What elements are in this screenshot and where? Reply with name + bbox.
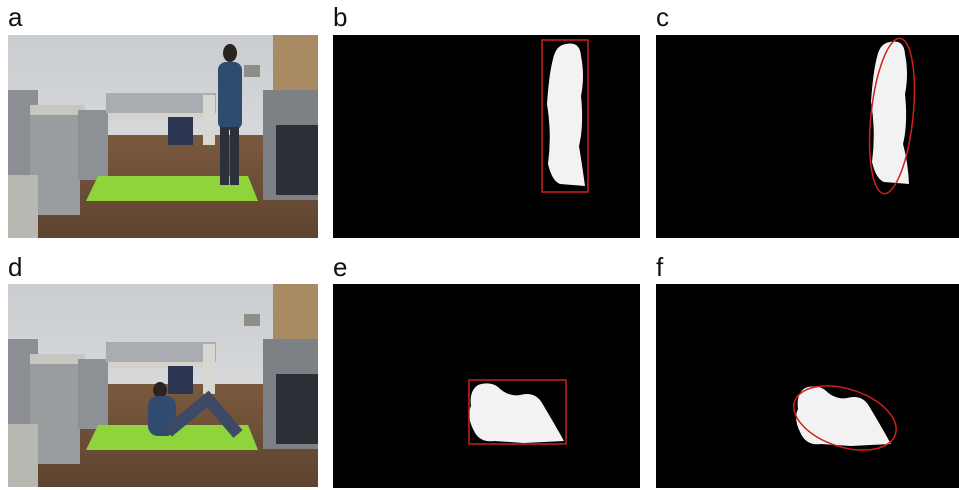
panel-label: d: [8, 252, 22, 282]
figure-canvas: a b c d e f: [0, 0, 959, 490]
silhouette-ellipse: [656, 284, 959, 488]
panel-label: c: [656, 2, 669, 32]
panel-label: e: [333, 252, 347, 282]
photo-sitting: [8, 284, 318, 487]
panel-label: b: [333, 2, 347, 32]
figure: a b c d e f: [0, 0, 959, 490]
silhouette-ellipse: [656, 35, 959, 238]
panel-label: f: [656, 252, 664, 282]
silhouette-box: [333, 284, 640, 488]
photo-standing: [8, 35, 318, 238]
silhouette-box: [333, 35, 640, 238]
panel-label: a: [8, 2, 23, 32]
